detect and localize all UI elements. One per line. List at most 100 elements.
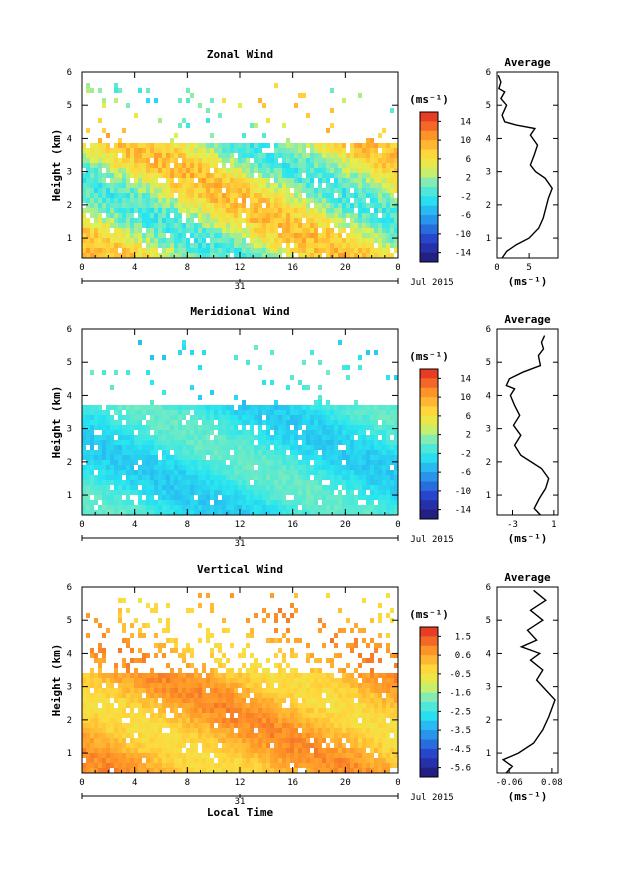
heatmap-cell [266,475,270,480]
heatmap-cell [306,248,310,253]
heatmap-cell [310,425,314,430]
heatmap-cell [206,158,210,163]
heatmap-cell [274,628,278,633]
heatmap-cell [246,500,250,505]
heatmap-cell [218,440,222,445]
heatmap-cell [246,228,250,233]
heatmap-cell [362,173,366,178]
heatmap-cell [342,148,346,153]
heatmap-cell [302,455,306,460]
heatmap-cell [234,768,238,773]
heatmap-cell [86,693,90,698]
heatmap-cell [82,193,86,198]
heatmap-cell [98,168,102,173]
heatmap-cell [134,460,138,465]
heatmap-cell [330,455,334,460]
heatmap-cell [158,643,162,648]
heatmap-cell [86,208,90,213]
heatmap-cell [182,683,186,688]
heatmap-cell [158,410,162,415]
heatmap-cell [282,223,286,228]
heatmap-cell [98,743,102,748]
heatmap-cell [130,738,134,743]
heatmap-cell [166,435,170,440]
heatmap-cell [202,243,206,248]
heatmap-cell [338,208,342,213]
heatmap-cell [86,88,90,93]
heatmap-cell [270,748,274,753]
heatmap-cell [138,758,142,763]
heatmap-cell [342,420,346,425]
heatmap-cell [110,233,114,238]
heatmap-cell [134,420,138,425]
heatmap-cell [206,188,210,193]
heatmap-cell [222,618,226,623]
heatmap-cell [238,143,242,148]
heatmap-cell [130,460,134,465]
heatmap-cell [178,208,182,213]
heatmap-cell [226,455,230,460]
heatmap-cell [210,475,214,480]
heatmap-cell [266,748,270,753]
heatmap-cell [270,188,274,193]
heatmap-cell [314,490,318,495]
heatmap-cell [202,178,206,183]
heatmap-cell [94,420,98,425]
heatmap-cell [218,748,222,753]
heatmap-cell [174,430,178,435]
heatmap-cell [230,678,234,683]
heatmap-cell [178,415,182,420]
heatmap-cell [106,455,110,460]
heatmap-cell [162,678,166,683]
heatmap-cell [318,505,322,510]
heatmap-cell [134,425,138,430]
heatmap-cell [86,490,90,495]
heatmap-cell [338,495,342,500]
heatmap-cell [326,238,330,243]
heatmap-cell [274,148,278,153]
heatmap-cell [174,450,178,455]
heatmap-cell [182,738,186,743]
heatmap-cell [278,495,282,500]
heatmap-cell [98,248,102,253]
heatmap-cell [274,223,278,228]
heatmap-cell [126,768,130,773]
heatmap-cell [362,223,366,228]
heatmap-cell [258,248,262,253]
heatmap-cell [190,480,194,485]
heatmap-cell [242,703,246,708]
heatmap-cell [166,223,170,228]
heatmap-cell [238,148,242,153]
heatmap-cell [174,465,178,470]
heatmap-cell [198,465,202,470]
heatmap-cell [206,638,210,643]
heatmap-cell [122,163,126,168]
heatmap-cell [190,470,194,475]
heatmap-cell [278,248,282,253]
heatmap-cell [270,728,274,733]
heatmap-cell [330,143,334,148]
heatmap-cell [266,143,270,148]
heatmap-cell [262,703,266,708]
heatmap-cell [106,248,110,253]
heatmap-cell [354,228,358,233]
heatmap-cell [390,168,394,173]
heatmap-cell [142,500,146,505]
heatmap-cell [334,218,338,223]
heatmap-cell [326,460,330,465]
heatmap-cell [138,163,142,168]
heatmap-cell [330,198,334,203]
heatmap-cell [242,470,246,475]
heatmap-cell [102,248,106,253]
heatmap-cell [250,188,254,193]
heatmap-cell [162,355,166,360]
heatmap-cell [210,465,214,470]
heatmap-cell [286,480,290,485]
heatmap-cell [190,350,194,355]
heatmap-cell [130,153,134,158]
heatmap-cell [102,450,106,455]
heatmap-cell [318,153,322,158]
heatmap-cell [90,505,94,510]
heatmap-cell [242,445,246,450]
heatmap-cell [114,153,118,158]
